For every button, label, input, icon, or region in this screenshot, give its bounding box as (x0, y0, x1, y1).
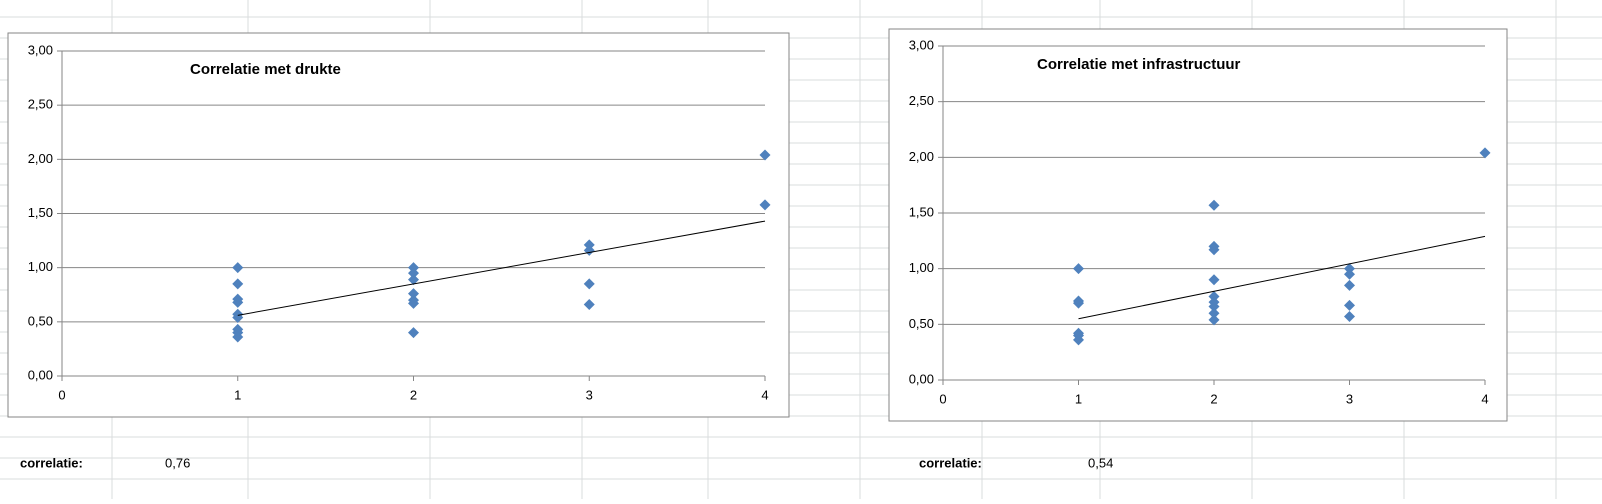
data-point (1208, 199, 1220, 211)
chart-title: Correlatie met infrastructuur (1037, 56, 1241, 73)
y-tick-label: 3,00 (909, 37, 934, 52)
x-tick-label: 2 (1210, 391, 1217, 406)
data-point (408, 288, 419, 300)
cell-label: correlatie: (919, 455, 982, 470)
x-tick-label: 3 (586, 387, 593, 402)
data-point (1208, 291, 1220, 302)
y-tick-label: 3,00 (28, 42, 53, 57)
x-tick-label: 3 (1346, 391, 1353, 406)
data-point (232, 296, 244, 308)
cell-label: correlatie: (20, 455, 83, 470)
data-point (1208, 314, 1220, 326)
data-point (1208, 244, 1220, 256)
data-point (408, 267, 419, 279)
data-point (232, 262, 244, 274)
data-point (1479, 147, 1491, 159)
data-point (583, 278, 595, 290)
trendline (237, 220, 766, 316)
chart-title: Correlatie met drukte (190, 61, 341, 78)
data-point (1208, 307, 1220, 319)
chart: Correlatie met drukte 0,00 0,50 1,00 1,50 2,0… (7, 32, 790, 418)
data-point (1073, 334, 1084, 346)
y-tick-label: 1,00 (28, 259, 53, 274)
y-tick-label: 2,00 (28, 151, 53, 166)
y-tick-label: 1,50 (28, 205, 53, 220)
x-tick-label: 1 (234, 387, 241, 402)
data-point (408, 297, 419, 309)
x-tick-label: 1 (1075, 391, 1082, 406)
cell-value: 0,76 (165, 455, 190, 470)
cell-value: 0,54 (1088, 455, 1113, 470)
x-tick-label: 0 (58, 387, 65, 402)
trendline (1078, 235, 1486, 320)
data-point (1344, 299, 1355, 311)
data-point (1073, 297, 1084, 309)
data-point (1208, 301, 1220, 313)
chart-area (888, 28, 1508, 422)
data-point (759, 149, 771, 161)
chart: Correlatie met infrastructuur 0,00 0,50 1,0… (888, 28, 1508, 422)
y-tick-label: 1,00 (909, 260, 934, 275)
data-point (408, 274, 419, 286)
y-tick-label: 0,50 (909, 316, 934, 331)
y-tick-label: 0,00 (28, 367, 53, 382)
x-tick-label: 4 (1481, 391, 1488, 406)
y-tick-label: 0,50 (28, 313, 53, 328)
data-point (1344, 311, 1355, 323)
x-tick-label: 4 (761, 387, 768, 402)
data-point (1208, 274, 1220, 286)
data-point (232, 331, 244, 343)
data-point (408, 327, 419, 339)
data-point (583, 299, 595, 310)
data-point (759, 199, 771, 211)
data-point (1344, 268, 1355, 280)
y-tick-label: 1,50 (909, 204, 934, 219)
data-point (232, 278, 244, 290)
data-point (1344, 263, 1355, 275)
y-tick-label: 0,00 (909, 371, 934, 386)
y-tick-label: 2,50 (909, 93, 934, 108)
y-tick-label: 2,50 (28, 97, 53, 112)
y-tick-label: 2,00 (909, 149, 934, 164)
chart-area (7, 32, 790, 418)
data-point (1344, 279, 1355, 291)
data-point (1073, 263, 1084, 275)
x-tick-label: 2 (410, 387, 417, 402)
x-tick-label: 0 (939, 391, 946, 406)
